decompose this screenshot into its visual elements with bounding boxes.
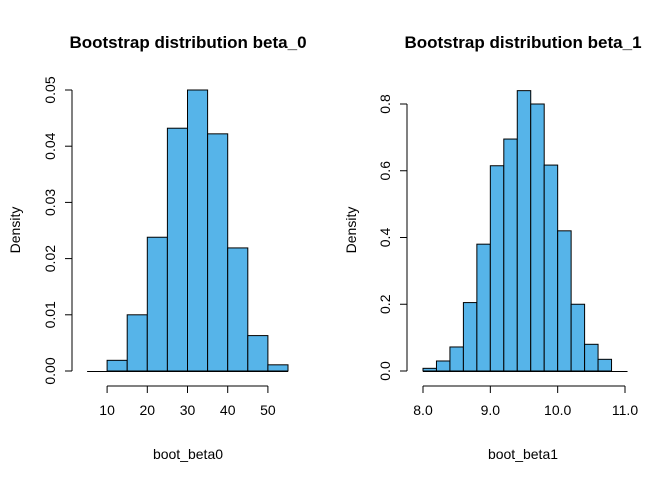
- x-tick-label-beta0-4: 50: [260, 402, 276, 418]
- bar-beta1-7: [516, 90, 532, 372]
- bar-beta0-8: [267, 364, 289, 372]
- y-tick-label-beta0-0: 0.00: [42, 357, 58, 384]
- axes-beta0: 10 20 30 40 50 0.00 0.01 0.02 0.03 0.04 0.05: [42, 76, 288, 418]
- bar-beta1-4: [476, 243, 491, 372]
- x-axis-label-beta1: boot_beta1: [488, 446, 558, 462]
- y-tick-label-beta1-0: 0.0: [377, 361, 393, 381]
- x-tick-label-beta0-1: 20: [140, 402, 156, 418]
- bar-beta1-6: [503, 138, 518, 372]
- bar-beta1-11: [570, 303, 586, 372]
- bar-beta0-2: [146, 236, 168, 372]
- chart-title-beta0: Bootstrap distribution beta_0: [69, 33, 306, 52]
- axes-beta1: 8.0 9.0 10.0 11.0 0.0 0.2 0.4 0.6 0.8: [377, 94, 638, 418]
- bar-beta1-10: [557, 230, 572, 372]
- y-axis-label-beta0: Density: [7, 207, 23, 254]
- y-tick-label-beta0-1: 0.01: [42, 301, 58, 328]
- y-tick-label-beta1-1: 0.2: [377, 294, 393, 314]
- bar-beta0-5: [207, 133, 229, 372]
- x-tick-label-beta0-0: 10: [99, 402, 115, 418]
- y-tick-label-beta1-2: 0.4: [377, 228, 393, 248]
- chart-title-beta1: Bootstrap distribution beta_1: [404, 33, 641, 52]
- x-tick-label-beta1-2: 10.0: [544, 402, 571, 418]
- y-axis-label-beta1: Density: [343, 207, 359, 254]
- y-tick-label-beta0-3: 0.03: [42, 189, 58, 216]
- x-tick-label-beta0-3: 40: [220, 402, 236, 418]
- x-tick-label-beta1-3: 11.0: [612, 402, 638, 418]
- bar-beta1-12: [584, 343, 599, 372]
- bars-beta1: [422, 90, 613, 372]
- bar-beta1-3: [462, 302, 478, 372]
- bar-beta1-0: [422, 367, 437, 372]
- y-tick-label-beta0-2: 0.02: [42, 245, 58, 272]
- histogram-beta0: Bootstrap distribution beta_0 boot_beta0…: [7, 33, 307, 462]
- y-tick-label-beta0-4: 0.04: [42, 132, 58, 159]
- bar-beta1-13: [597, 358, 613, 372]
- bars-beta0: [106, 89, 289, 372]
- x-tick-label-beta1-0: 8.0: [413, 402, 433, 418]
- x-axis-label-beta0: boot_beta0: [153, 446, 223, 462]
- bar-beta0-7: [247, 335, 269, 372]
- bar-beta1-5: [489, 165, 505, 372]
- bar-beta1-8: [530, 103, 545, 372]
- bar-beta0-1: [126, 314, 148, 372]
- histogram-beta1: Bootstrap distribution beta_1 boot_beta1…: [343, 33, 642, 462]
- bar-beta0-3: [166, 127, 188, 372]
- bar-beta1-2: [449, 346, 464, 372]
- y-tick-label-beta1-3: 0.6: [377, 161, 393, 181]
- bar-beta1-9: [543, 164, 559, 372]
- y-tick-label-beta1-4: 0.8: [377, 94, 393, 114]
- bar-beta1-1: [435, 360, 451, 372]
- y-tick-label-beta0-5: 0.05: [42, 76, 58, 103]
- x-tick-label-beta1-1: 9.0: [481, 402, 501, 418]
- bar-beta0-4: [187, 89, 209, 372]
- x-tick-label-beta0-2: 30: [180, 402, 196, 418]
- bar-beta0-6: [227, 247, 249, 372]
- bar-beta0-0: [106, 359, 128, 372]
